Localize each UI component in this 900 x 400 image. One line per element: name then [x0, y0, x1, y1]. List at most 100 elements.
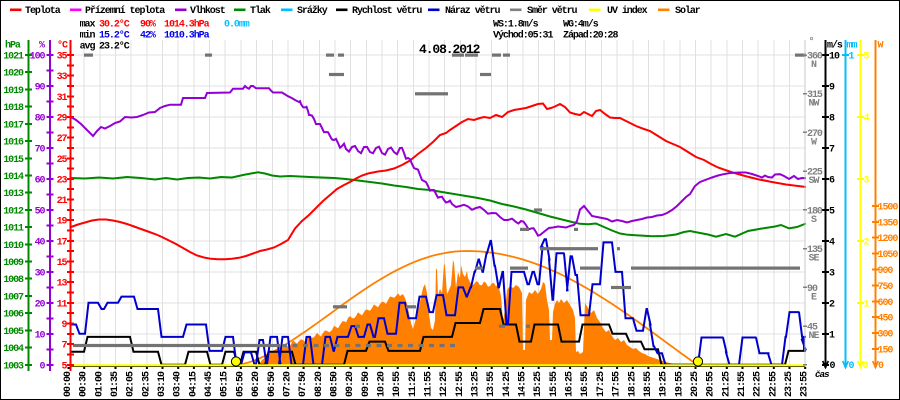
svg-text:2: 2 — [829, 299, 835, 310]
svg-text:21:25: 21:25 — [721, 371, 732, 397]
svg-text:11:55: 11:55 — [424, 371, 435, 397]
svg-text:90%: 90% — [140, 20, 156, 31]
svg-text:10: 10 — [35, 330, 46, 341]
svg-text:23.2°C: 23.2°C — [99, 41, 130, 53]
svg-text:3: 3 — [829, 268, 835, 279]
svg-text:135: 135 — [807, 245, 823, 256]
svg-text:150: 150 — [878, 345, 894, 356]
svg-text:1350: 1350 — [878, 218, 899, 229]
svg-text:15: 15 — [57, 258, 68, 269]
svg-text:1: 1 — [864, 299, 870, 310]
svg-text:1500: 1500 — [878, 202, 899, 213]
svg-text:1010.3hPa: 1010.3hPa — [164, 30, 210, 42]
svg-text:0: 0 — [863, 361, 869, 372]
svg-text:1017: 1017 — [3, 120, 24, 131]
svg-text:W: W — [811, 137, 817, 148]
svg-text:Solar: Solar — [675, 5, 701, 17]
svg-text:%: % — [39, 41, 45, 52]
svg-text:m/s: m/s — [827, 40, 843, 52]
svg-text:23:55: 23:55 — [800, 371, 811, 397]
svg-text:1: 1 — [829, 330, 835, 341]
svg-text:°: ° — [809, 36, 814, 48]
svg-text:NE: NE — [809, 331, 820, 342]
svg-text:1003: 1003 — [3, 361, 24, 372]
svg-text:hPa: hPa — [5, 40, 21, 52]
svg-text:17:25: 17:25 — [596, 371, 607, 397]
svg-text:03:10: 03:10 — [157, 371, 168, 397]
svg-text:05:50: 05:50 — [235, 371, 246, 397]
svg-text:°C: °C — [57, 40, 68, 52]
svg-text:1010: 1010 — [3, 241, 24, 252]
svg-text:mm: mm — [847, 41, 858, 52]
svg-text:04:45: 04:45 — [204, 371, 215, 397]
svg-text:S: S — [811, 215, 817, 226]
svg-text:19:55: 19:55 — [674, 371, 685, 397]
svg-text:16:55: 16:55 — [580, 371, 591, 397]
svg-text:17: 17 — [57, 237, 68, 248]
svg-text:1014.3hPa: 1014.3hPa — [164, 19, 210, 31]
svg-text:max: max — [80, 20, 96, 31]
svg-text:19:25: 19:25 — [659, 371, 670, 397]
svg-text:E: E — [811, 292, 817, 303]
svg-text:300: 300 — [878, 330, 894, 341]
svg-text:1019: 1019 — [3, 86, 24, 97]
svg-text:0: 0 — [878, 361, 884, 372]
svg-text:02:05: 02:05 — [126, 371, 137, 397]
svg-text:40: 40 — [35, 237, 46, 248]
svg-text:33: 33 — [57, 72, 68, 83]
svg-text:Západ:20:28: Západ:20:28 — [563, 30, 619, 42]
svg-text:10:20: 10:20 — [377, 371, 388, 397]
svg-text:Náraz větru: Náraz větru — [445, 5, 501, 17]
svg-text:27: 27 — [57, 134, 68, 145]
svg-text:12:25: 12:25 — [439, 371, 450, 397]
svg-text:18:55: 18:55 — [643, 371, 654, 397]
svg-text:09:50: 09:50 — [361, 371, 372, 397]
svg-text:07:20: 07:20 — [282, 371, 293, 397]
svg-text:17:55: 17:55 — [612, 371, 623, 397]
svg-text:1020: 1020 — [3, 69, 24, 80]
svg-text:10:55: 10:55 — [392, 371, 403, 397]
svg-text:N: N — [811, 60, 817, 71]
svg-text:1011: 1011 — [3, 224, 24, 235]
svg-text:225: 225 — [807, 168, 823, 179]
svg-text:1: 1 — [849, 52, 855, 63]
svg-text:09:20: 09:20 — [345, 371, 356, 397]
svg-text:2: 2 — [864, 237, 870, 248]
svg-text:50: 50 — [35, 206, 46, 217]
svg-text:360: 360 — [807, 52, 823, 63]
svg-text:900: 900 — [878, 266, 894, 277]
svg-text:1006: 1006 — [3, 310, 24, 321]
svg-text:3: 3 — [864, 175, 870, 186]
svg-text:4.08.2012: 4.08.2012 — [419, 42, 481, 57]
svg-text:NW: NW — [809, 99, 820, 110]
svg-text:04:15: 04:15 — [188, 371, 199, 397]
svg-text:00:00: 00:00 — [63, 371, 74, 397]
svg-text:270: 270 — [807, 129, 823, 140]
svg-text:Rychlost větru: Rychlost větru — [352, 5, 422, 17]
svg-text:80: 80 — [35, 114, 46, 125]
svg-text:70: 70 — [35, 144, 46, 155]
svg-text:01:00: 01:00 — [94, 371, 105, 397]
svg-text:9: 9 — [829, 83, 835, 94]
svg-text:1004: 1004 — [3, 344, 24, 355]
svg-text:315: 315 — [807, 90, 823, 101]
svg-text:13: 13 — [57, 279, 68, 290]
svg-text:SW: SW — [809, 176, 820, 187]
svg-text:14:55: 14:55 — [518, 371, 529, 397]
svg-text:1013: 1013 — [3, 189, 24, 200]
svg-text:min: min — [80, 30, 96, 42]
svg-text:45: 45 — [807, 323, 818, 334]
svg-text:1018: 1018 — [3, 103, 24, 114]
svg-text:14:25: 14:25 — [502, 371, 513, 397]
svg-text:čas: čas — [815, 369, 830, 380]
svg-text:07:50: 07:50 — [298, 371, 309, 397]
svg-text:22:25: 22:25 — [753, 371, 764, 397]
svg-text:11:25: 11:25 — [408, 371, 419, 397]
svg-text:08:20: 08:20 — [314, 371, 325, 397]
svg-text:03:40: 03:40 — [173, 371, 184, 397]
svg-text:21: 21 — [57, 196, 68, 207]
svg-text:11: 11 — [57, 299, 68, 310]
svg-text:5: 5 — [829, 206, 835, 217]
svg-text:5: 5 — [864, 52, 870, 63]
svg-text:1021: 1021 — [3, 52, 24, 63]
